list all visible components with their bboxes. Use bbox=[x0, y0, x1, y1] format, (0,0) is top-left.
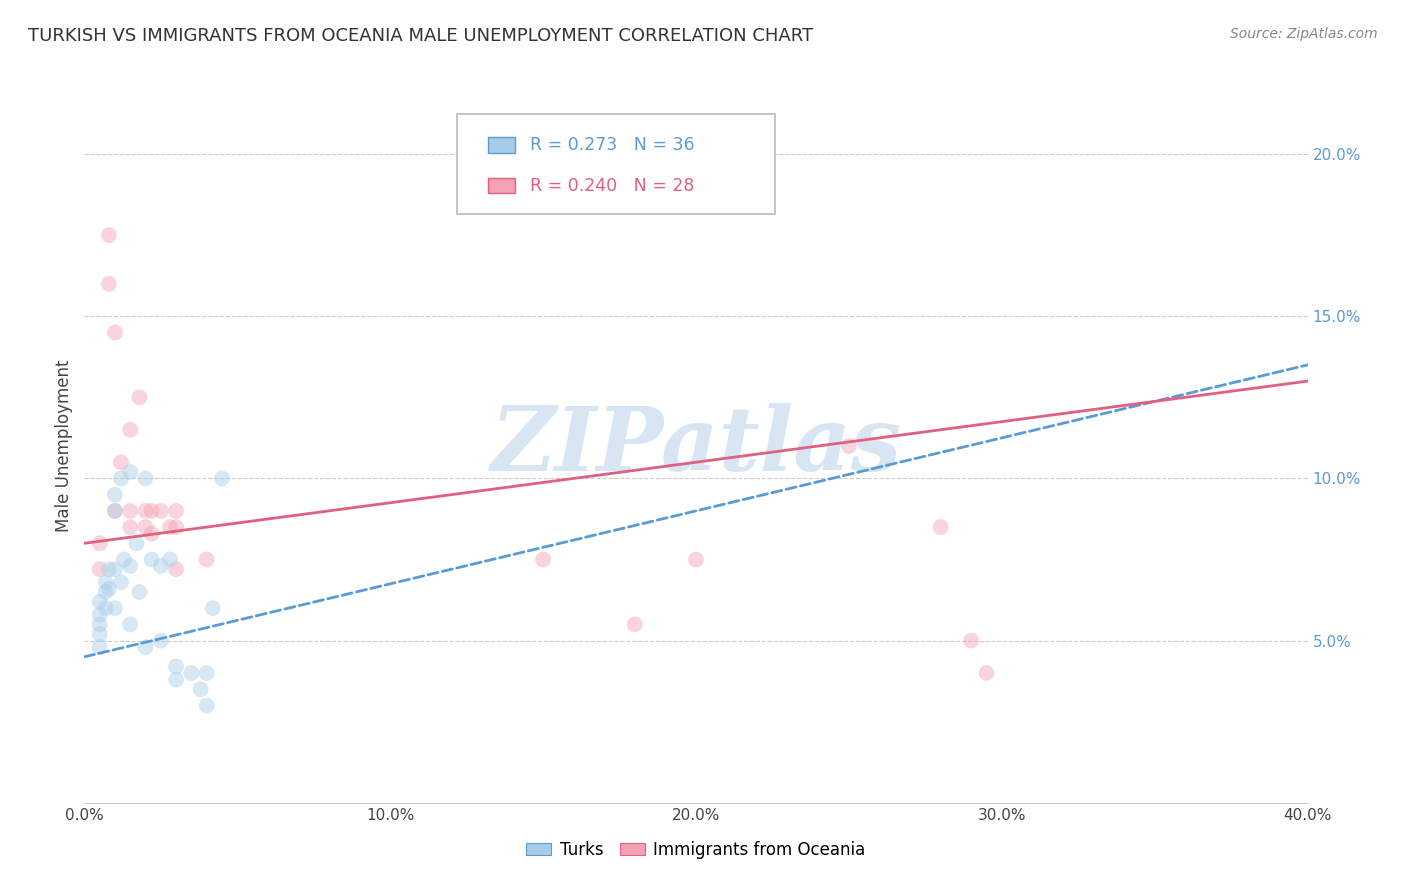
Point bbox=[211, 471, 233, 485]
Point bbox=[104, 326, 127, 340]
Point bbox=[195, 666, 218, 681]
Point bbox=[149, 559, 172, 574]
Point bbox=[120, 423, 142, 437]
Text: R = 0.273   N = 36: R = 0.273 N = 36 bbox=[530, 136, 695, 154]
Point bbox=[159, 520, 181, 534]
Point bbox=[120, 504, 142, 518]
Point bbox=[165, 673, 187, 687]
Point bbox=[104, 562, 127, 576]
Point bbox=[531, 552, 554, 566]
Point bbox=[165, 659, 187, 673]
Point bbox=[120, 617, 142, 632]
Point bbox=[94, 601, 117, 615]
Point bbox=[159, 552, 181, 566]
Point bbox=[94, 575, 117, 590]
Point bbox=[201, 601, 224, 615]
Point bbox=[165, 562, 187, 576]
Point bbox=[976, 666, 998, 681]
Text: ZIPatlas: ZIPatlas bbox=[491, 403, 901, 489]
Text: R = 0.240   N = 28: R = 0.240 N = 28 bbox=[530, 177, 695, 194]
FancyBboxPatch shape bbox=[457, 114, 776, 214]
Point bbox=[97, 277, 120, 291]
Point bbox=[104, 601, 127, 615]
Point bbox=[165, 504, 187, 518]
Point bbox=[89, 627, 111, 641]
Point bbox=[149, 504, 172, 518]
Point bbox=[94, 585, 117, 599]
Legend: Turks, Immigrants from Oceania: Turks, Immigrants from Oceania bbox=[520, 835, 872, 866]
Point bbox=[128, 585, 150, 599]
Point bbox=[135, 520, 157, 534]
Y-axis label: Male Unemployment: Male Unemployment bbox=[55, 359, 73, 533]
Point bbox=[89, 640, 111, 654]
Point bbox=[685, 552, 707, 566]
Point bbox=[141, 526, 163, 541]
Text: Source: ZipAtlas.com: Source: ZipAtlas.com bbox=[1230, 27, 1378, 41]
Point bbox=[104, 488, 127, 502]
Point bbox=[89, 595, 111, 609]
Point bbox=[120, 465, 142, 479]
Point bbox=[112, 552, 135, 566]
Point bbox=[141, 552, 163, 566]
Point bbox=[135, 471, 157, 485]
Point bbox=[135, 640, 157, 654]
Point bbox=[97, 582, 120, 596]
Point bbox=[110, 455, 132, 469]
FancyBboxPatch shape bbox=[488, 137, 515, 153]
Point bbox=[125, 536, 148, 550]
Point bbox=[838, 439, 860, 453]
Text: TURKISH VS IMMIGRANTS FROM OCEANIA MALE UNEMPLOYMENT CORRELATION CHART: TURKISH VS IMMIGRANTS FROM OCEANIA MALE … bbox=[28, 27, 813, 45]
Point bbox=[89, 536, 111, 550]
Point bbox=[195, 698, 218, 713]
Point bbox=[89, 562, 111, 576]
Point bbox=[104, 504, 127, 518]
Point bbox=[624, 617, 647, 632]
Point bbox=[97, 562, 120, 576]
Point bbox=[960, 633, 983, 648]
Point bbox=[120, 559, 142, 574]
Point bbox=[110, 471, 132, 485]
Point bbox=[120, 520, 142, 534]
Point bbox=[135, 504, 157, 518]
Point bbox=[89, 607, 111, 622]
Point bbox=[180, 666, 202, 681]
Point bbox=[149, 633, 172, 648]
Point bbox=[104, 504, 127, 518]
Point bbox=[128, 390, 150, 404]
Point bbox=[929, 520, 952, 534]
Point bbox=[195, 552, 218, 566]
Point bbox=[89, 617, 111, 632]
Point bbox=[97, 228, 120, 243]
Point bbox=[141, 504, 163, 518]
Point bbox=[190, 682, 212, 697]
Point bbox=[165, 520, 187, 534]
FancyBboxPatch shape bbox=[488, 178, 515, 194]
Point bbox=[110, 575, 132, 590]
